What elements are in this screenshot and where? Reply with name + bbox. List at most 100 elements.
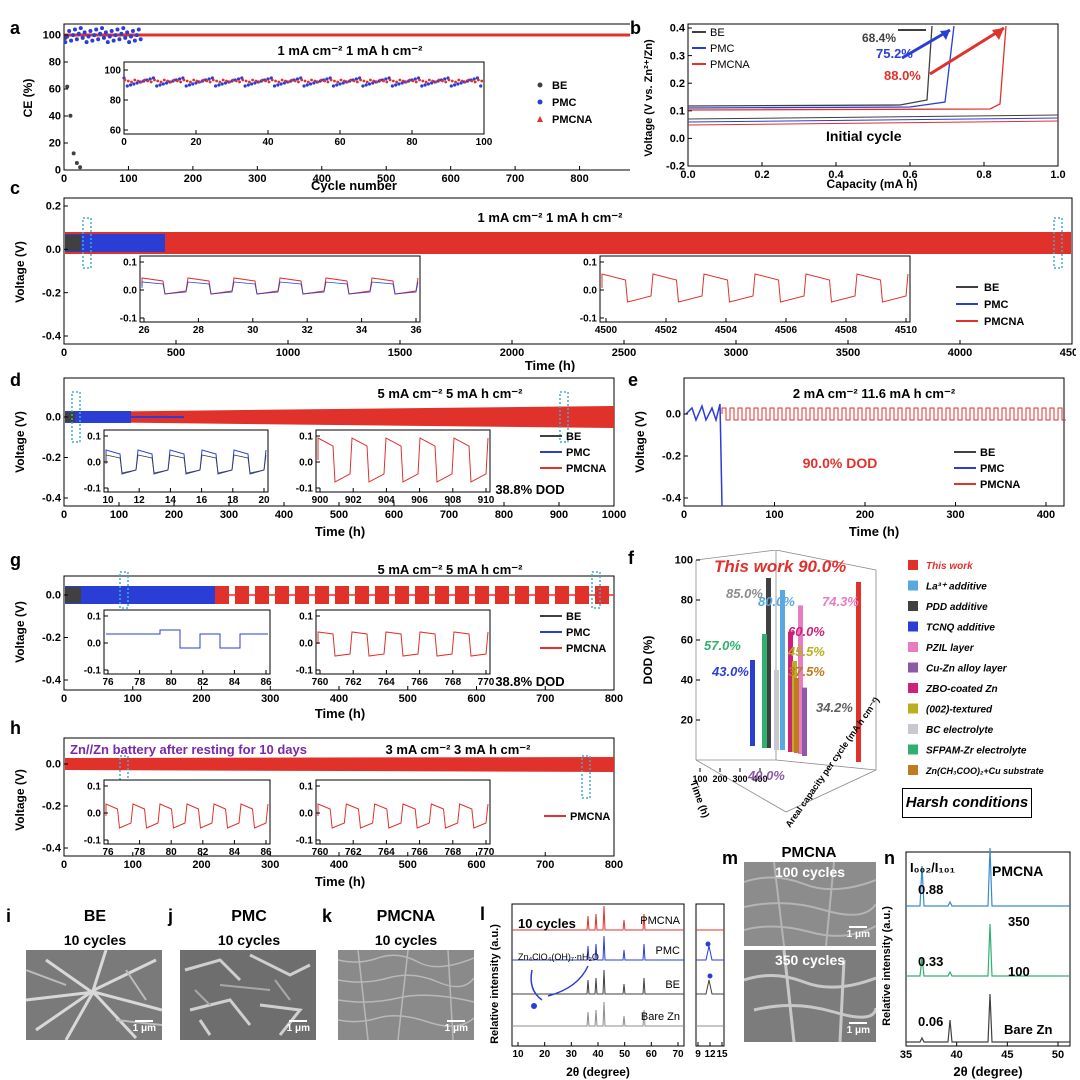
- inset-pmcna-point: [463, 80, 467, 84]
- inset-pmcna-point: [434, 80, 438, 84]
- inset-pmc-point: [217, 83, 221, 87]
- y-tick-label: 100: [675, 555, 693, 567]
- panel-g-dod: 38.8% DOD: [495, 674, 564, 689]
- panel-b-xticks: 0.0 0.2 0.4 0.6 0.8 1.0: [680, 162, 1066, 181]
- x-tick-label: 0: [681, 509, 687, 521]
- inset-pmcna-point: [352, 79, 356, 83]
- legend-label: ZBO-coated Zn: [925, 684, 998, 695]
- panel-f-letter: f: [628, 548, 634, 568]
- x-tick-label: 770: [478, 847, 495, 858]
- panel-g-inset-1-trace: [106, 629, 268, 649]
- panel-b-legend-pmc: PMC: [710, 43, 735, 55]
- inset-pmcna-point: [460, 79, 464, 83]
- inset-pmcna-point: [398, 78, 402, 82]
- panel-g-inset-2-xticks: 760 762 764 766 768 770: [312, 670, 495, 688]
- y-tick-label: 80: [681, 595, 693, 607]
- be-point: [74, 161, 79, 166]
- inset-pmcna-point: [162, 78, 166, 82]
- panel-j-title: PMC: [231, 908, 267, 925]
- pmc-scatter: [63, 26, 143, 45]
- x-tick-label: 78: [134, 677, 146, 688]
- panel-a-inset-xticks: 0 20 40 60 80 100: [121, 130, 493, 148]
- inset-pmcna-point: [159, 80, 163, 84]
- x-tick-label: 200: [184, 173, 202, 185]
- pmc-point: [123, 35, 128, 40]
- x-tick-label: 0.4: [828, 169, 844, 181]
- panel-m-title: PMCNA: [781, 844, 837, 861]
- pmc-point: [125, 30, 130, 35]
- panel-l-trace-be: BE: [665, 979, 680, 991]
- x-tick-label: 9: [695, 1049, 701, 1060]
- x-tick-label: 30: [566, 1049, 578, 1060]
- inset-pmcna-point: [205, 79, 209, 83]
- inset-pmcna-point: [182, 78, 186, 82]
- panel-c-legend-pmcna: PMCNA: [984, 316, 1024, 328]
- panel-g-letter: g: [10, 550, 21, 570]
- inset-pmc-point: [325, 77, 329, 81]
- bar-6: [802, 687, 807, 756]
- inset-pmcna-point: [169, 80, 173, 84]
- x-tick-label: 0: [61, 509, 67, 521]
- x-tick-label: 766: [411, 847, 428, 858]
- x-tick-label: 200: [712, 774, 727, 784]
- inset-pmcna-point: [349, 78, 353, 82]
- bar-2: [780, 590, 785, 750]
- inset-pmcna-point: [274, 79, 277, 83]
- pmcna-trace: [687, 25, 1007, 111]
- inset-pmcna-point: [257, 80, 261, 84]
- legend-swatch: [908, 744, 918, 755]
- bar-4: [750, 660, 755, 746]
- be-point: [71, 151, 76, 156]
- panel-h-ylabel: Voltage (V): [13, 769, 27, 831]
- inset-pmcna-point: [473, 80, 477, 84]
- pmc-point: [100, 26, 105, 31]
- panel-h-chart: 0.0 -0.2 -0.4 0 100 200 300 400 500 600 700 800 Vo…: [13, 737, 623, 889]
- legend-pmcna-marker: [537, 116, 543, 122]
- inset-pmcna-point: [339, 78, 343, 82]
- legend-swatch: [908, 703, 918, 714]
- inset-pmc-point: [184, 84, 188, 88]
- x-tick-label: 600: [467, 693, 485, 705]
- label-40: 40.0%: [747, 768, 785, 783]
- inset-pmcna-point: [123, 78, 127, 82]
- x-tick-label: 300: [248, 173, 266, 185]
- legend-label: PDD additive: [926, 602, 988, 613]
- pmc-point: [98, 31, 103, 36]
- inset-pmcna-point: [225, 79, 228, 83]
- inset-pmcna-point: [408, 78, 412, 82]
- x-tick-label: 12: [704, 1049, 716, 1060]
- panel-a-condition: 1 mA cm⁻² 1 mA h cm⁻²: [278, 43, 424, 58]
- inset-pmc-point: [191, 82, 195, 86]
- bar-3: [766, 578, 771, 748]
- panel-j-subtitle: 10 cycles: [217, 932, 281, 948]
- inset-pmcna-point: [336, 80, 340, 84]
- x-tick-label: 500: [377, 173, 395, 185]
- y-tick-label: -0.1: [120, 313, 138, 324]
- panel-h-yticks: 0.0 -0.2 -0.4: [42, 759, 68, 855]
- pmc-point: [94, 27, 99, 32]
- panel-d-inset-2-trace: [317, 437, 489, 483]
- inset-pmcna-point: [126, 79, 130, 83]
- y-tick-label: 80: [110, 95, 122, 106]
- x-tick-label: 60: [646, 1049, 658, 1060]
- legend-label: Zn(CH₃COO)₂+Cu substrate: [925, 766, 1044, 776]
- x-tick-label: 400: [752, 774, 767, 784]
- pmc-point: [129, 34, 134, 39]
- panel-d-xticks: 0 100 200 300 400 500 600 700 800 900 1000: [61, 502, 626, 521]
- x-tick-label: 0: [61, 173, 67, 185]
- panel-l-traces: [512, 905, 724, 1027]
- inset-pmcna-point: [369, 78, 372, 82]
- bar-11: [794, 678, 799, 753]
- panel-g-legend-be: BE: [566, 611, 581, 623]
- y-tick-label: -0.2: [42, 632, 61, 644]
- y-tick-label: -0.2: [42, 452, 61, 464]
- inset-pmcna-point: [234, 79, 238, 83]
- pmc-point: [82, 30, 87, 35]
- panel-e-letter: e: [628, 370, 639, 390]
- panel-h-inset-2-xticks: 760 762 764 766 768 770: [312, 840, 495, 858]
- x-tick-label: 900: [312, 495, 329, 506]
- x-tick-label: 78: [134, 847, 146, 858]
- inset-pmcna-point: [359, 78, 363, 82]
- panel-c-ylabel: Voltage (V): [13, 241, 27, 303]
- panel-f-zticks: 100 80 60 40 20: [675, 555, 700, 727]
